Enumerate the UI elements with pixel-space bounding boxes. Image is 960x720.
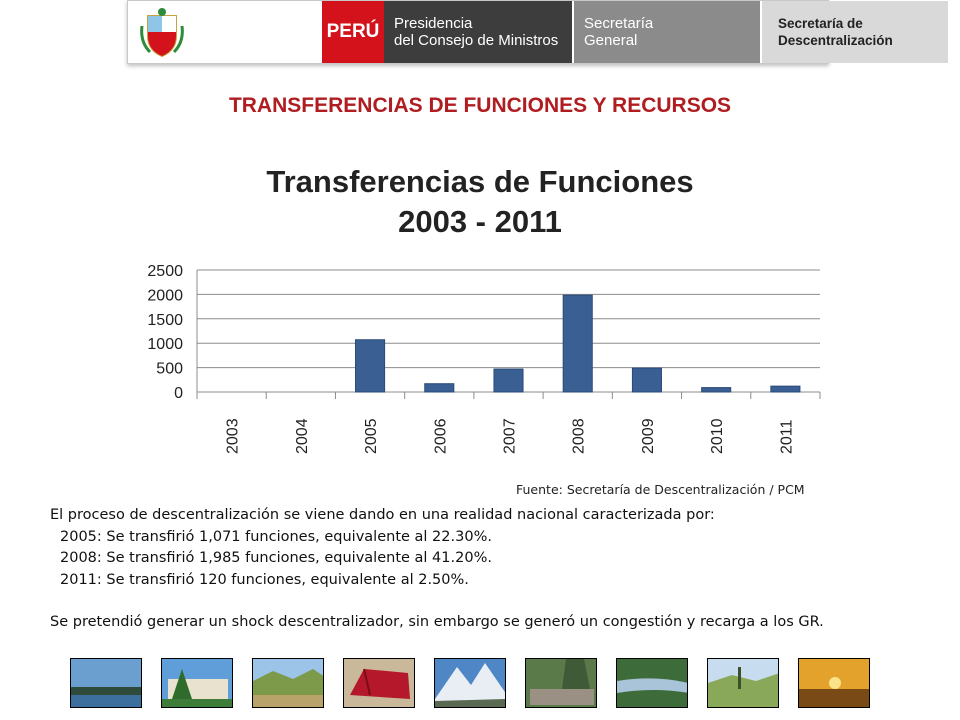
line-2008: 2008: Se transfirió 1,985 funciones, equ… (60, 550, 492, 566)
x-tick-label: 2010 (709, 418, 726, 454)
body-text: El proceso de descentralización se viene… (50, 505, 930, 634)
sd-line-1: Secretaría de (778, 16, 863, 31)
photo-strip (70, 658, 882, 708)
chart-title: Transferencias de Funciones (266, 164, 694, 199)
page-title: TRANSFERENCIAS DE FUNCIONES Y RECURSOS (228, 94, 732, 117)
bar (631, 367, 662, 393)
bar (562, 294, 593, 393)
chart-source: Fuente: Secretaría de Descentralización … (516, 482, 805, 497)
ruins-photo-icon (525, 658, 597, 708)
bar (770, 385, 801, 393)
secretaria-general-label: Secretaría General (574, 1, 760, 63)
y-tick-label: 2500 (147, 263, 183, 280)
line-2011: 2011: Se transfirió 120 funciones, equiv… (60, 571, 469, 588)
plaza-photo-icon (161, 658, 233, 708)
secretaria-descentralizacion-label: Secretaría de Descentralización (762, 1, 948, 63)
x-tick-label: 2004 (294, 418, 311, 454)
peru-label: PERÚ (322, 1, 384, 63)
y-tick-label: 500 (156, 361, 183, 378)
x-tick-label: 2008 (571, 418, 588, 454)
y-tick-label: 0 (174, 385, 183, 402)
building-photo-icon (343, 658, 415, 708)
sg-line-1: Secretaría (584, 15, 654, 32)
x-tick-label: 2005 (363, 418, 380, 454)
pcm-label: Presidencia del Consejo de Ministros (384, 1, 572, 63)
chart-title-block: Transferencias de Funciones 2003 - 2011 (240, 162, 720, 242)
chart-subtitle: 2003 - 2011 (398, 204, 562, 239)
coat-of-arms-icon (132, 1, 192, 63)
y-tick-label: 2000 (147, 287, 183, 304)
lake-photo-icon (70, 658, 142, 708)
field-photo-icon (707, 658, 779, 708)
bar (701, 387, 732, 393)
pcm-line-1: Presidencia (394, 15, 473, 32)
sunset-photo-icon (798, 658, 870, 708)
x-tick-label: 2011 (778, 419, 795, 454)
closing-text: Se pretendió generar un shock descentral… (50, 614, 824, 630)
bar-chart: 0 500 1000 1500 2000 2500 2003 2004 2005 2006 2007… (147, 263, 821, 454)
x-tick-label: 2009 (640, 418, 657, 454)
intro-text: El proceso de descentralización se viene… (50, 507, 715, 523)
bar (493, 368, 524, 393)
bar (424, 383, 455, 393)
x-tick-label: 2003 (225, 418, 242, 454)
pcm-line-2: del Consejo de Ministros (394, 32, 559, 49)
y-tick-label: 1500 (147, 312, 183, 329)
mountain-photo-icon (434, 658, 506, 708)
sd-line-2: Descentralización (778, 33, 893, 48)
header-banner: PERÚ Presidencia del Consejo de Ministro… (127, 0, 948, 64)
x-tick-label: 2006 (432, 418, 449, 454)
valley-photo-icon (252, 658, 324, 708)
river-photo-icon (616, 658, 688, 708)
x-tick-label: 2007 (502, 418, 519, 454)
bar (355, 339, 386, 393)
line-2005: 2005: Se transfirió 1,071 funciones, equ… (60, 528, 492, 545)
y-tick-label: 1000 (147, 336, 183, 353)
sg-line-2: General (584, 32, 638, 49)
